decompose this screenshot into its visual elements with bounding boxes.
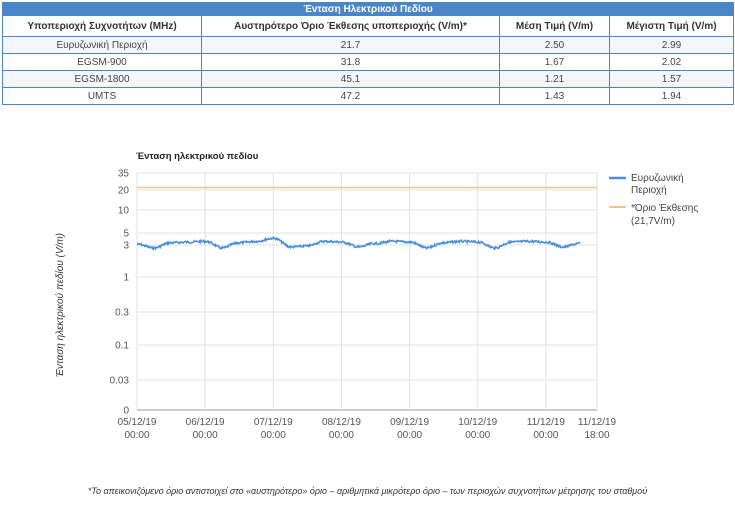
cell-max: 2.99 [609,36,734,54]
cell-band: EGSM-900 [2,53,202,71]
table-row: EGSM-900 31.8 1.67 2.02 [2,53,734,71]
x-tick-label: 00:00 [261,430,286,441]
footnote: *Το απεικονιζόμενο όριο αντιστοιχεί στο … [87,486,648,496]
y-tick-label: 0 [123,406,129,417]
field-strength-chart: Ένταση ηλεκτρικού πεδίου Ένταση ηλεκτρικ… [54,151,698,441]
y-tick-label: 0.03 [110,376,130,387]
y-tick-label: 1 [123,273,129,284]
x-tick-label: 10/12/19 [458,417,497,428]
x-tick-label: 00:00 [465,430,490,441]
table-row: EGSM-1800 45.1 1.21 1.57 [2,70,734,88]
x-tick-label: 08/12/19 [322,417,361,428]
x-tick-label: 00:00 [329,430,354,441]
x-tick-label: 00:00 [397,430,422,441]
chart-title: Ένταση ηλεκτρικού πεδίου [136,151,259,162]
header-mean: Μέση Τιμή (V/m) [499,15,610,37]
cell-mean: 2.50 [499,36,610,54]
y-tick-label: 10 [118,206,130,217]
x-tick-label: 11/12/19 [578,417,617,428]
cell-max: 1.94 [609,87,734,105]
table-row: Ευρυζωνική Περιοχή 21.7 2.50 2.99 [2,36,734,54]
y-tick-label: 5 [123,229,129,240]
y-axis-label: Ένταση ηλεκτρικού πεδίου (V/m) [54,233,66,377]
cell-limit: 47.2 [201,87,500,105]
cell-band: EGSM-1800 [2,70,202,88]
cell-mean: 1.43 [499,87,610,105]
x-tick-label: 00:00 [124,430,149,441]
header-limit: Αυστηρότερο Όριο Έκθεσης υποπεριοχής (V/… [201,15,500,37]
grid [136,172,598,411]
x-tick-label: 06/12/19 [186,417,225,428]
x-tick-label: 09/12/19 [390,417,429,428]
x-tick-label: 18:00 [584,430,609,441]
field-strength-table: Ένταση Ηλεκτρικού Πεδίου Υποπεριοχή Συχν… [2,2,734,105]
cell-limit: 31.8 [201,53,500,71]
legend-label-broadband-1: Ευρυζωνική [631,172,684,184]
series-lines [136,186,597,251]
y-tick-label: 3 [123,241,129,252]
cell-band: UMTS [2,87,202,105]
table-caption: Ένταση Ηλεκτρικού Πεδίου [2,2,734,16]
y-tick-label: 0.1 [115,341,129,352]
cell-mean: 1.67 [499,53,610,71]
cell-max: 1.57 [609,70,734,88]
y-tick-labels: 0 0.03 0.1 0.3 1 35 10 20 35 [110,169,130,417]
x-tick-label: 00:00 [533,430,558,441]
cell-limit: 45.1 [201,70,500,88]
x-tick-label: 05/12/19 [118,417,157,428]
x-tick-label: 00:00 [193,430,218,441]
x-tick-labels: 05/12/19 00:00 06/12/19 00:00 07/12/19 00:00 0… [118,417,617,441]
cell-band: Ευρυζωνική Περιοχή [2,36,202,54]
header-max: Μέγιστη Τιμή (V/m) [609,15,734,37]
x-tick-label: 11/12/19 [527,417,566,428]
legend-label-limit-1: *Όριο Έκθεσης [631,203,698,214]
series-broadband [136,235,581,251]
legend: Ευρυζωνική Περιοχή *Όριο Έκθεσης (21,7V/… [609,172,698,227]
cell-mean: 1.21 [499,70,610,88]
y-tick-label: 20 [118,186,130,197]
cell-limit: 21.7 [201,36,500,54]
y-tick-label: 0.3 [115,308,129,319]
legend-label-broadband-2: Περιοχή [631,184,667,196]
y-tick-label: 35 [118,169,130,180]
legend-label-limit-2: (21,7V/m) [631,216,675,227]
cell-max: 2.02 [609,53,734,71]
header-band: Υποπεριοχή Συχνοτήτων (MHz) [2,15,202,37]
table-row: UMTS 47.2 1.43 1.94 [2,87,734,105]
x-tick-label: 07/12/19 [254,417,293,428]
